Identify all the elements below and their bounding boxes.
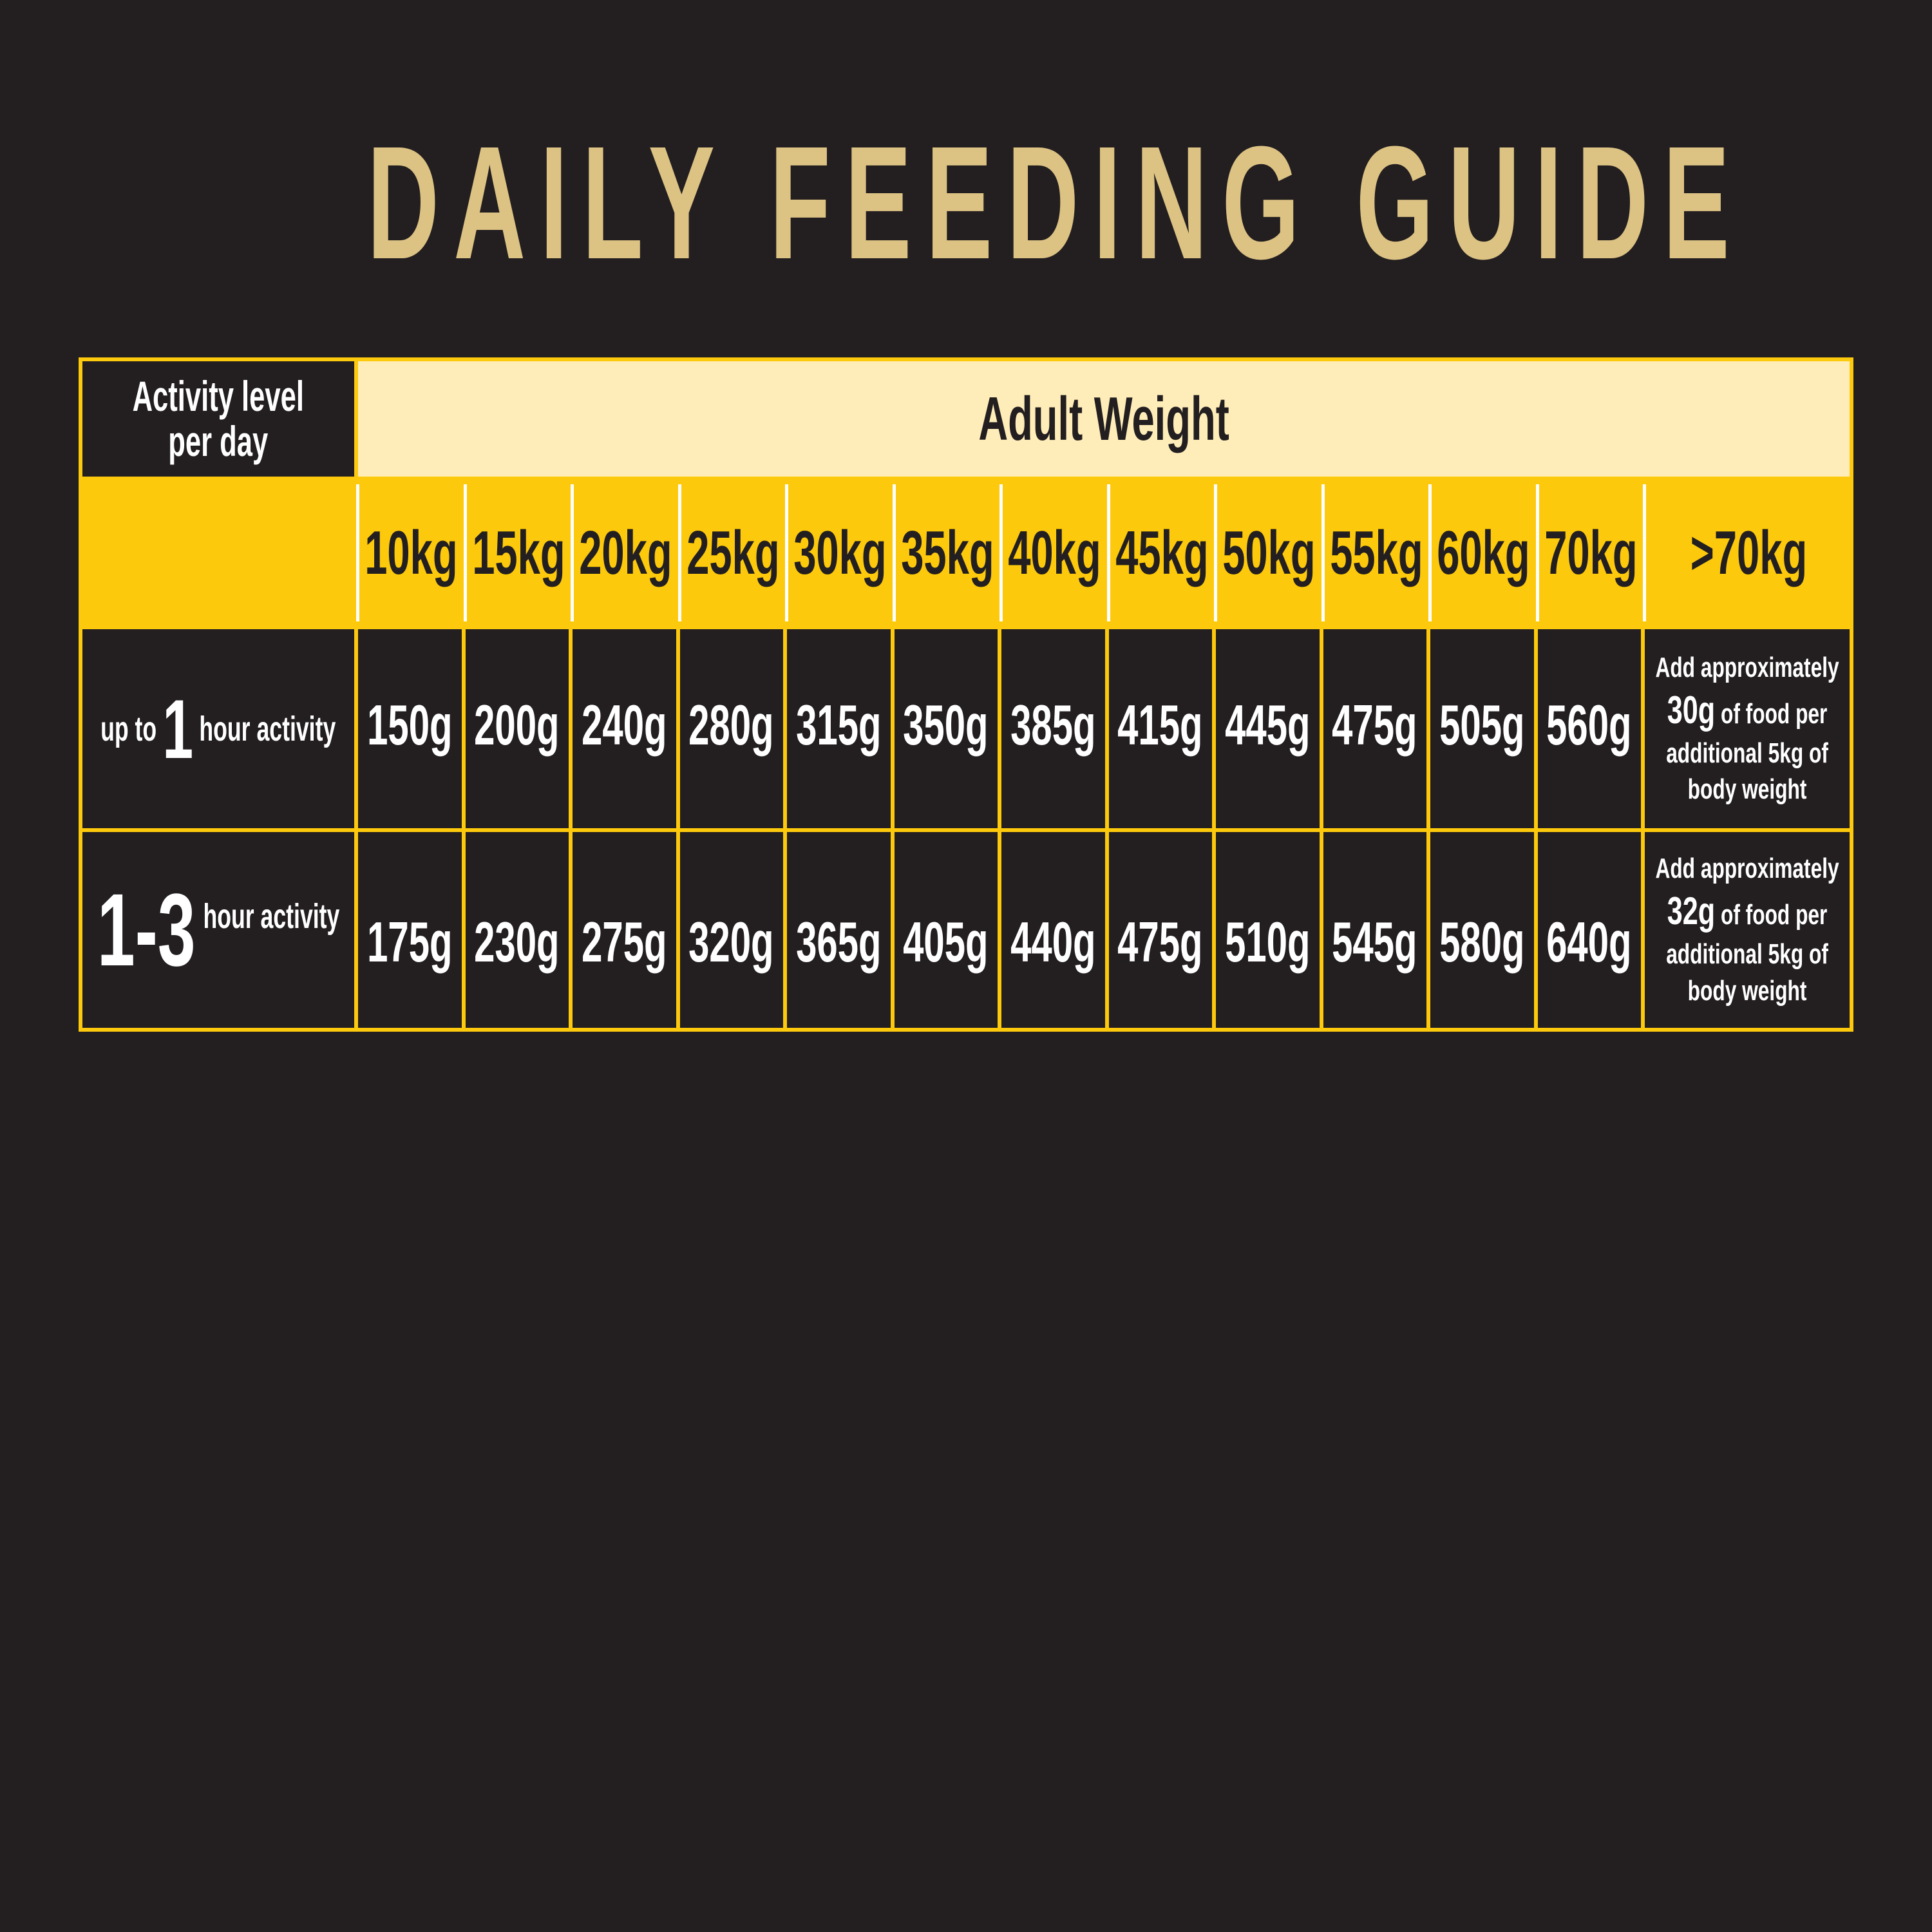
note-line1: Add approximately (1655, 853, 1839, 885)
activity-suffix: hour activity (203, 897, 340, 936)
note-line2: of food per (1720, 899, 1828, 931)
feeding-amount-cell: 505g (1430, 629, 1534, 828)
feeding-amount-cell: 440g (1001, 832, 1105, 1028)
feeding-amount-cell: 545g (1323, 832, 1426, 1028)
weight-column-header: 30kg (785, 484, 893, 621)
weight-column-header: 45kg (1106, 484, 1215, 621)
feeding-amount-cell: 275g (573, 832, 676, 1028)
feeding-guide-table: Activity level per day Adult Weight 10kg… (79, 357, 1853, 1032)
over-70kg-note: Add approximately 32g of food per additi… (1645, 832, 1850, 1028)
activity-level-cell: up to 1 hour activity (82, 629, 354, 828)
weight-column-header: 20kg (571, 484, 678, 621)
feeding-amount-cell: 445g (1216, 629, 1320, 828)
weight-column-header: 55kg (1321, 484, 1429, 621)
weight-column-header: 50kg (1214, 484, 1321, 621)
note-amount: 32g (1667, 889, 1716, 933)
feeding-amount-cell: 200g (465, 629, 569, 828)
feeding-amount-cell: 175g (358, 832, 462, 1028)
feeding-amount-cell: 475g (1323, 629, 1426, 828)
feeding-amount-cell: 350g (894, 629, 998, 828)
feeding-amount-cell: 415g (1108, 629, 1212, 828)
feeding-amount-cell: 510g (1216, 832, 1320, 1028)
activity-header-line1: Activity level (132, 372, 305, 421)
weight-column-header: 15kg (463, 484, 571, 621)
feeding-amount-cell: 365g (787, 832, 891, 1028)
feeding-amount-cell: 475g (1108, 832, 1212, 1028)
activity-level-header: Activity level per day (82, 361, 354, 477)
feeding-amount-cell: 385g (1001, 629, 1105, 828)
feeding-amount-cell: 640g (1537, 832, 1641, 1028)
feeding-row-2: 1-3 hour activity 175g 230g 275g 320g 365g 405g… (82, 832, 1850, 1028)
adult-weight-header: Adult Weight (358, 361, 1850, 477)
feeding-amount-cell: 240g (573, 629, 676, 828)
activity-suffix: hour activity (199, 709, 336, 748)
note-line2: of food per (1720, 697, 1828, 730)
weight-column-header: 70kg (1535, 484, 1643, 621)
activity-prefix: up to (100, 709, 157, 748)
note-line4: body weight (1687, 974, 1807, 1007)
activity-level-cell: 1-3 hour activity (82, 832, 354, 1028)
activity-header-line2: per day (168, 417, 269, 465)
feeding-amount-cell: 315g (787, 629, 891, 828)
feeding-amount-cell: 560g (1537, 629, 1641, 828)
note-line3: additional 5kg of (1666, 737, 1828, 769)
note-line3: additional 5kg of (1666, 938, 1828, 971)
activity-hours: 1 (162, 681, 194, 776)
feeding-amount-cell: 405g (894, 832, 998, 1028)
feeding-amount-cell: 580g (1430, 832, 1534, 1028)
weight-column-header: 40kg (999, 484, 1107, 621)
page-title: DAILY FEEDING GUIDE (367, 113, 1745, 292)
note-line4: body weight (1687, 773, 1807, 806)
feeding-row-1: up to 1 hour activity 150g 200g 240g 280g 315g 3… (82, 629, 1850, 828)
weight-header-row: 10kg 15kg 20kg 25kg 30kg 35kg 40kg 45kg 50kg 55kg… (82, 480, 1850, 625)
feeding-amount-cell: 230g (465, 832, 569, 1028)
over-70kg-note: Add approximately 30g of food per additi… (1645, 629, 1850, 828)
feeding-amount-cell: 280g (679, 629, 783, 828)
feeding-amount-cell: 320g (679, 832, 783, 1028)
feeding-amount-cell: 150g (358, 629, 462, 828)
weight-column-header: 35kg (892, 484, 1000, 621)
weight-column-header: 60kg (1428, 484, 1536, 621)
weight-column-header: 25kg (677, 484, 786, 621)
note-amount: 30g (1667, 688, 1716, 732)
weight-column-header: >70kg (1643, 484, 1852, 621)
activity-hours: 1-3 (97, 872, 196, 987)
weight-column-header: 10kg (356, 484, 464, 621)
note-line1: Add approximately (1655, 651, 1839, 683)
